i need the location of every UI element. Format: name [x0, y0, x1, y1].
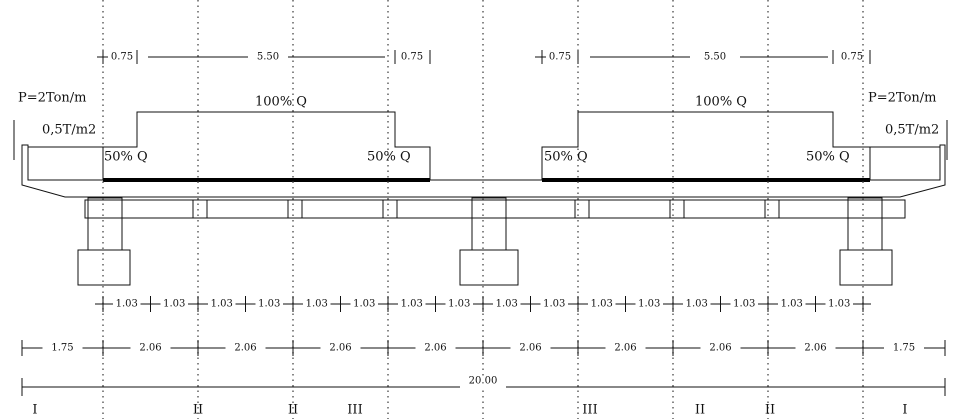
sidewalk-right: [869, 146, 941, 181]
label-bg: [825, 297, 853, 311]
dim-label: 1.03: [258, 299, 280, 310]
load-label: 50% Q: [367, 150, 411, 165]
crossbeam: [84, 199, 906, 219]
label-bg: [510, 341, 551, 355]
dim-label: 0.75: [111, 52, 133, 63]
dim-label: 1.03: [306, 299, 328, 310]
dim-label: 1.03: [591, 299, 613, 310]
dim-label: 2.06: [519, 343, 541, 354]
label-bg: [778, 297, 806, 311]
label-bg: [635, 297, 663, 311]
dim-label: 1.75: [893, 343, 915, 354]
label-bg: [398, 297, 426, 311]
dim-label: 2.06: [329, 343, 351, 354]
dim-label: 1.03: [781, 299, 803, 310]
dim-label: 1.03: [638, 299, 660, 310]
label-bg: [460, 376, 506, 390]
dim-label: 2.06: [614, 343, 636, 354]
label-bg: [730, 297, 758, 311]
diaphragms: [192, 199, 780, 219]
dim-label: 1.03: [686, 299, 708, 310]
load-label: 100% Q: [695, 95, 747, 110]
dim-label: 1.03: [448, 299, 470, 310]
load-label: 100% Q: [255, 95, 307, 110]
zone-boundaries: [102, 0, 864, 419]
load-left: [102, 111, 431, 180]
top-dim-lines: [97, 50, 871, 64]
zone-label: II: [765, 403, 775, 418]
label-bg: [113, 297, 141, 311]
zone-label: III: [582, 403, 597, 418]
dim-label: 2.06: [234, 343, 256, 354]
label-bg: [683, 297, 711, 311]
sidewalk-left: [27, 146, 104, 181]
label-bg: [884, 341, 924, 355]
dim-label: 5.50: [257, 52, 279, 63]
zone-label: II: [288, 403, 298, 418]
zone-label: I: [32, 403, 37, 418]
dim-label: 1.03: [543, 299, 565, 310]
label-bg: [225, 341, 266, 355]
dim-label: 0.75: [841, 52, 863, 63]
dim-label: 1.03: [116, 299, 138, 310]
dim-label: 2.06: [424, 343, 446, 354]
label-bg: [255, 297, 283, 311]
zone-label: II: [695, 403, 705, 418]
dim-label: 0.75: [549, 52, 571, 63]
load-label: 0,5T/m2: [42, 123, 96, 138]
label-bg: [415, 341, 456, 355]
load-label: P=2Ton/m: [18, 91, 86, 106]
dim-label: 2.06: [709, 343, 731, 354]
label-bg: [350, 297, 378, 311]
dim-label: 1.03: [733, 299, 755, 310]
zone-label: I: [902, 403, 907, 418]
label-bg: [320, 341, 361, 355]
label-bg: [445, 297, 473, 311]
label-bg: [303, 297, 331, 311]
structure: [13, 0, 948, 419]
load-label: 50% Q: [544, 150, 588, 165]
label-bg: [540, 297, 568, 311]
load-label: 50% Q: [104, 150, 148, 165]
label-bg: [130, 341, 171, 355]
dim-label: 0.75: [401, 52, 423, 63]
load-right: [541, 111, 871, 180]
dim-label: 1.03: [496, 299, 518, 310]
dim-label: 2.06: [804, 343, 826, 354]
dim-label: 1.03: [401, 299, 423, 310]
label-bg: [605, 341, 646, 355]
load-label: 50% Q: [806, 150, 850, 165]
piers: [77, 197, 893, 286]
load-label: 0,5T/m2: [885, 123, 939, 138]
dim-label: 1.03: [163, 299, 185, 310]
label-bg: [160, 297, 188, 311]
load-label: P=2Ton/m: [868, 91, 936, 106]
label-bg: [208, 297, 236, 311]
label-bg: [795, 341, 836, 355]
label-bg: [700, 341, 741, 355]
dim-label: 2.06: [139, 343, 161, 354]
dim-label: 1.75: [51, 343, 73, 354]
dim-label: 5.50: [704, 52, 726, 63]
zone-label: III: [347, 403, 362, 418]
label-bg: [588, 297, 616, 311]
label-bg: [493, 297, 521, 311]
dim-label: 1.03: [211, 299, 233, 310]
dim-label: 1.03: [828, 299, 850, 310]
zone-label: II: [193, 403, 203, 418]
label-bg: [42, 341, 83, 355]
total-width: 20.00: [469, 376, 498, 387]
dim-label: 1.03: [353, 299, 375, 310]
